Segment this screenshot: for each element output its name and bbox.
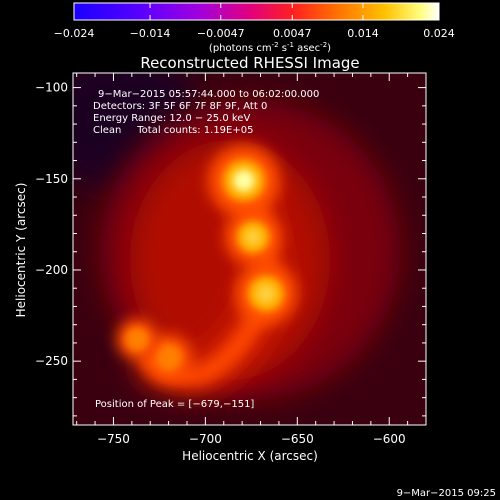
y-tick-label: −150 <box>35 172 68 186</box>
annotation-energy: Energy Range: 12.0 − 25.0 keV <box>93 113 250 124</box>
plot-frame <box>72 72 427 426</box>
x-tick-label: −700 <box>189 432 222 446</box>
colorbar-ticks: −0.024 −0.014 −0.0047 0.0047 0.014 0.024 <box>54 3 455 40</box>
colorbar-tick-label: −0.0047 <box>197 27 245 40</box>
footer-timestamp: 9−Mar−2015 09:25 <box>397 488 496 499</box>
colorbar-unit-label: (photons cm-2 s-1 asec-2) <box>209 41 331 54</box>
y-tick-label: −200 <box>35 263 68 277</box>
x-axis-label: Heliocentric X (arcsec) <box>182 449 318 463</box>
x-tick-label: −650 <box>281 432 314 446</box>
chart-title: Reconstructed RHESSI Image <box>140 54 359 72</box>
annotation-time: 9−Mar−2015 05:57:44.000 to 06:02:00.000 <box>98 89 319 100</box>
colorbar-tick-label: −0.014 <box>130 27 171 40</box>
colorbar: −0.024 −0.014 −0.0047 0.0047 0.014 0.024 (pho… <box>54 2 455 54</box>
source-core <box>125 327 149 351</box>
colorbar-tick-label: −0.024 <box>54 27 95 40</box>
x-tick-label: −750 <box>97 432 130 446</box>
source-core <box>155 344 182 371</box>
heatmap-image <box>73 73 426 425</box>
annotation-peak: Position of Peak = [−679,−151] <box>95 399 254 410</box>
colorbar-tick-label: 0.0047 <box>273 27 312 40</box>
y-tick-label: −250 <box>35 354 68 368</box>
colorbar-tick-label: 0.014 <box>347 27 379 40</box>
source-peak <box>232 169 255 192</box>
source-peak <box>257 284 276 303</box>
x-tick-label: −600 <box>373 432 406 446</box>
y-axis-label: Heliocentric Y (arcsec) <box>14 183 28 318</box>
y-tick-label: −100 <box>35 81 68 95</box>
source-peak <box>245 229 262 246</box>
colorbar-tick-label: 0.024 <box>423 27 455 40</box>
annotation-detectors: Detectors: 3F 5F 6F 7F 8F 9F, Att 0 <box>93 101 267 112</box>
axes: −750 −700 −650 −600 −100 −150 −200 −250 <box>35 73 427 446</box>
emission-sources <box>116 144 298 381</box>
annotation-clean: Clean Total counts: 1.19E+05 <box>93 125 253 136</box>
colorbar-gradient <box>73 2 440 21</box>
